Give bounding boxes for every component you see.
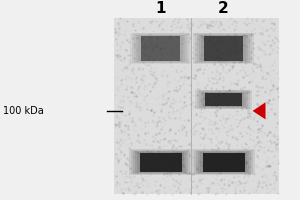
Bar xyxy=(114,18,279,194)
Bar xyxy=(198,151,249,173)
Bar xyxy=(136,35,185,62)
Bar xyxy=(133,151,188,174)
Bar xyxy=(141,36,181,61)
Bar xyxy=(202,153,244,172)
Bar xyxy=(194,90,253,109)
Bar xyxy=(131,150,190,174)
Bar xyxy=(193,33,254,64)
Bar xyxy=(204,36,244,61)
Bar xyxy=(199,91,248,108)
Text: 2: 2 xyxy=(218,1,229,16)
Text: 1: 1 xyxy=(155,1,166,16)
Bar xyxy=(200,152,247,172)
Bar xyxy=(196,90,250,109)
Bar xyxy=(194,150,253,174)
Bar xyxy=(134,34,187,63)
Bar xyxy=(205,93,242,106)
Text: 100 kDa: 100 kDa xyxy=(3,106,44,116)
Bar xyxy=(129,149,192,175)
Bar xyxy=(196,151,251,174)
Bar xyxy=(139,35,182,61)
Bar xyxy=(132,33,189,63)
Bar xyxy=(203,92,244,107)
Bar xyxy=(199,35,248,62)
Bar xyxy=(137,152,184,172)
Bar xyxy=(197,34,250,63)
Bar xyxy=(195,33,252,63)
Bar xyxy=(192,149,255,175)
Bar xyxy=(140,153,182,172)
Bar xyxy=(130,33,191,64)
Bar xyxy=(135,151,186,173)
Bar xyxy=(202,35,246,61)
Polygon shape xyxy=(253,102,266,119)
Bar xyxy=(201,92,246,107)
